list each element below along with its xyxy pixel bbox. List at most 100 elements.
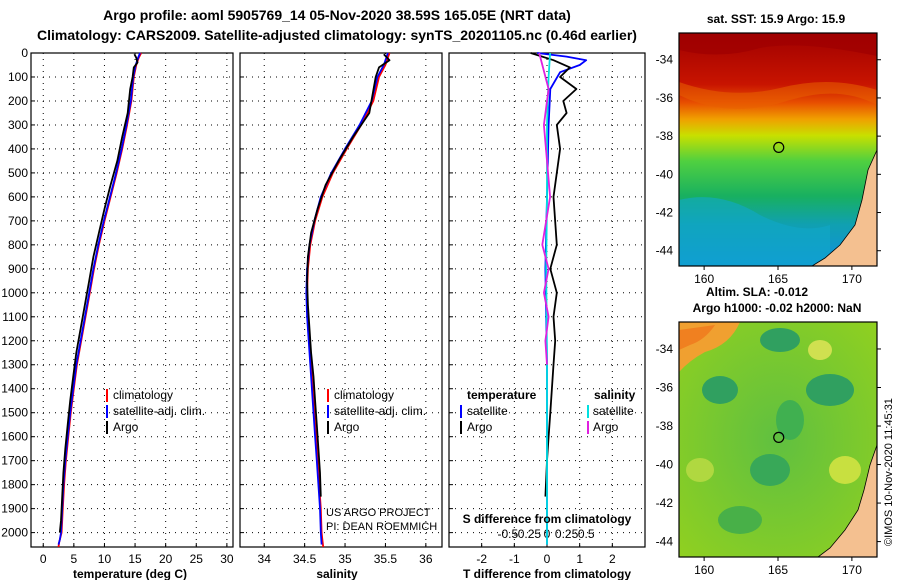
map-x-tick-label: 165 — [768, 563, 788, 577]
legend-s-argo-label: Argo — [593, 420, 619, 434]
s-tick-label: 0.5 — [578, 527, 595, 541]
s-tick-label: -0.5 — [497, 527, 518, 541]
x-tick-label: 35 — [338, 552, 352, 566]
x-tick-label: 15 — [128, 552, 142, 566]
y-tick-label: 300 — [8, 118, 28, 132]
y-tick-label: 1200 — [1, 334, 28, 348]
y-tick-label: 700 — [8, 214, 28, 228]
sla-land — [817, 444, 877, 557]
series-line-argo — [58, 53, 139, 533]
sst-float-marker — [773, 141, 785, 153]
map-y-tick-label: -40 — [656, 167, 674, 181]
sla-eddy-8 — [718, 506, 762, 534]
x-tick-label: 35.5 — [374, 552, 398, 566]
s-tick-label: -0.25 — [514, 527, 542, 541]
y-tick-label: 1000 — [1, 286, 28, 300]
pi-annotation: PI: DEAN ROEMMICH — [326, 521, 437, 533]
x-tick-label: 25 — [190, 552, 204, 566]
series-line-s-argo — [538, 52, 551, 365]
map-y-tick-label: -38 — [656, 419, 674, 433]
sla-eddy-3 — [806, 374, 854, 406]
x-tick-label: 0 — [544, 552, 551, 566]
sst-map-title: sat. SST: 15.9 Argo: 15.9 — [707, 12, 846, 26]
y-tick-label: 100 — [8, 70, 28, 84]
legend-t-argo-label: Argo — [467, 420, 493, 434]
series-line-satellite-adj-clim — [57, 52, 141, 545]
x-tick-label: 36 — [419, 552, 433, 566]
sst-warm-patch — [679, 33, 877, 56]
map-y-tick-label: -36 — [656, 380, 674, 394]
map-y-tick-label: -42 — [656, 496, 674, 510]
sla-eddy-5 — [750, 454, 790, 486]
temperature-legend: climatology satellite-adj. clim. Argo — [106, 388, 205, 434]
map-y-tick-label: -34 — [656, 53, 674, 67]
y-tick-label: 500 — [8, 166, 28, 180]
map-y-tick-label: -44 — [656, 535, 674, 549]
series-line-climatology — [57, 52, 142, 548]
legend-satellite-label: satellite-adj. clim. — [334, 404, 426, 418]
difference-legend: temperature satellite Argo salinity sate… — [460, 388, 636, 434]
x-tick-label: 30 — [220, 552, 234, 566]
y-tick-label: 2000 — [1, 526, 28, 540]
y-tick-label: 1300 — [1, 358, 28, 372]
temperature-xlabel: temperature (deg C) — [73, 567, 187, 580]
sla-map: Altim. SLA: -0.012 Argo h1000: -0.02 h20… — [656, 285, 881, 577]
x-tick-label: -1 — [509, 552, 520, 566]
legend-argo-label: Argo — [113, 420, 139, 434]
map-y-tick-label: -40 — [656, 458, 674, 472]
x-tick-label: 34.5 — [293, 552, 317, 566]
y-tick-label: 200 — [8, 94, 28, 108]
series-line-argo — [306, 53, 391, 497]
y-tick-label: 400 — [8, 142, 28, 156]
x-tick-label: 10 — [98, 552, 112, 566]
x-tick-label: -2 — [476, 552, 487, 566]
y-tick-label: 600 — [8, 190, 28, 204]
sst-cool-patch — [679, 197, 830, 266]
sla-eddy-1 — [760, 328, 800, 352]
y-tick-label: 1500 — [1, 406, 28, 420]
project-annotation: US ARGO PROJECT — [326, 507, 431, 519]
legend-climatology-label: climatology — [334, 388, 394, 402]
x-tick-label: 34 — [258, 552, 272, 566]
salinity-legend: climatology satellite-adj. clim. Argo — [327, 388, 426, 434]
difference-xlabel: T difference from climatology — [463, 567, 631, 580]
sst-front — [679, 81, 877, 109]
sla-eddy-4 — [776, 400, 804, 440]
salinity-panel: 34 34.5 35 35.5 36 salinity climatology sate… — [239, 52, 443, 580]
y-tick-label: 1100 — [2, 310, 28, 324]
title-line-1: Argo profile: aoml 5905769_14 05-Nov-202… — [103, 7, 571, 23]
temperature-axes-frame — [30, 52, 234, 548]
legend-argo-label: Argo — [334, 420, 360, 434]
y-tick-label: 1700 — [1, 454, 28, 468]
difference-top-label: S difference from climatology — [463, 512, 632, 526]
temperature-panel: 0100200300400500600700800900100011001200… — [1, 46, 234, 580]
y-tick-label: 1900 — [1, 502, 28, 516]
series-line-t-argo — [530, 52, 578, 497]
map-x-tick-label: 170 — [842, 563, 862, 577]
y-tick-label: 0 — [21, 46, 28, 60]
title-line-2: Climatology: CARS2009. Satellite-adjuste… — [37, 27, 637, 43]
sla-eddy-7 — [686, 458, 714, 482]
sla-eddy-9 — [808, 340, 832, 360]
y-tick-label: 1400 — [1, 382, 28, 396]
y-tick-label: 900 — [8, 262, 28, 276]
sst-land — [811, 149, 877, 266]
map-x-tick-label: 165 — [768, 272, 788, 286]
x-tick-label: 2 — [609, 552, 616, 566]
map-y-tick-label: -38 — [656, 129, 674, 143]
map-y-tick-label: -36 — [656, 91, 674, 105]
legend-s-satellite-label: satellite — [593, 404, 634, 418]
x-tick-label: 0 — [40, 552, 47, 566]
x-tick-label: 1 — [576, 552, 583, 566]
x-tick-label: 5 — [71, 552, 78, 566]
sla-field — [679, 322, 877, 557]
map-y-tick-label: -42 — [656, 206, 674, 220]
sla-float-marker — [773, 431, 785, 443]
map-x-tick-label: 170 — [842, 272, 862, 286]
map-x-tick-label: 160 — [694, 272, 714, 286]
sla-map-title-2: Argo h1000: -0.02 h2000: NaN — [693, 301, 862, 315]
y-tick-label: 1800 — [1, 478, 28, 492]
sla-map-title-1: Altim. SLA: -0.012 — [706, 285, 808, 299]
series-line-satellite-adj-clim — [305, 52, 389, 545]
